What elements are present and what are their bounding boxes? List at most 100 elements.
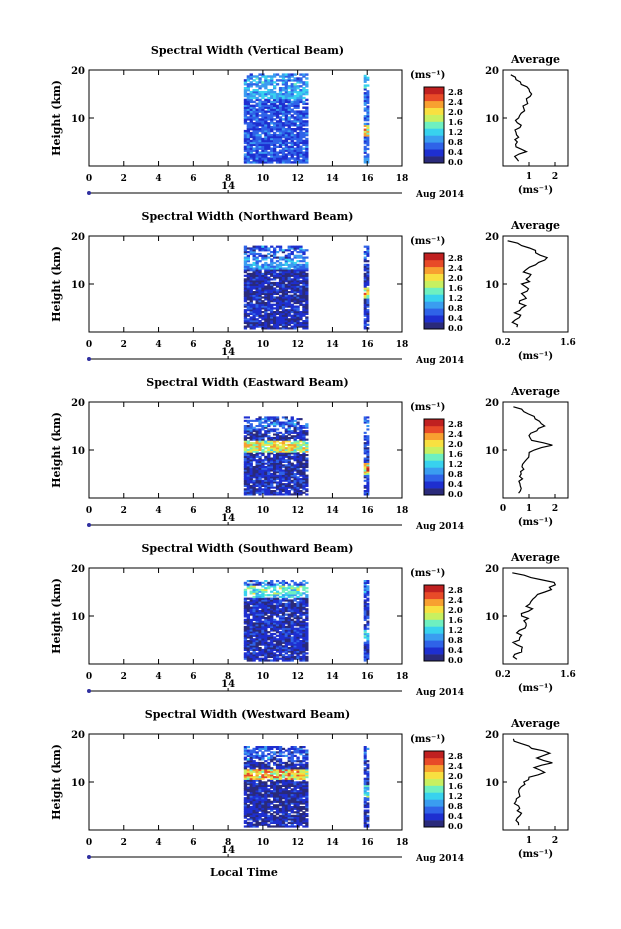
heatmap-cell bbox=[246, 657, 250, 660]
heatmap-cell bbox=[267, 423, 271, 426]
colorbar-swatch bbox=[424, 820, 444, 828]
heatmap-cell bbox=[284, 606, 288, 609]
heatmap-cell bbox=[243, 249, 248, 252]
heatmap-cell bbox=[267, 454, 271, 457]
heatmap-cell bbox=[255, 776, 259, 779]
heatmap-cell bbox=[296, 311, 300, 314]
heatmap-cell bbox=[275, 321, 280, 325]
heatmap-cell bbox=[284, 292, 288, 295]
heatmap-cell bbox=[264, 278, 268, 281]
heatmap-cell bbox=[290, 85, 294, 88]
heatmap-cell bbox=[255, 122, 259, 125]
heatmap-cell bbox=[363, 587, 367, 590]
heatmap-cell bbox=[261, 594, 265, 597]
heatmap-cell bbox=[284, 454, 288, 457]
heatmap-cell bbox=[363, 632, 367, 636]
heatmap-cell bbox=[275, 157, 280, 160]
heatmap-cell bbox=[258, 620, 262, 623]
heatmap-cell bbox=[302, 638, 306, 641]
heatmap-cell bbox=[252, 618, 256, 621]
avg-x-tick-label: 1 bbox=[526, 836, 532, 846]
heatmap-cell bbox=[267, 309, 271, 312]
heatmap-cell bbox=[258, 629, 262, 632]
heatmap-cell bbox=[296, 820, 300, 823]
heatmap-cell bbox=[273, 85, 277, 88]
heatmap-cell bbox=[299, 260, 303, 263]
heatmap-cell bbox=[273, 493, 277, 496]
heatmap-cell bbox=[275, 645, 280, 648]
heatmap-cell bbox=[305, 793, 309, 796]
heatmap-cell bbox=[290, 455, 294, 458]
heatmap-cell bbox=[287, 650, 291, 653]
heatmap-cell bbox=[249, 309, 253, 312]
heatmap-cell bbox=[264, 81, 268, 84]
heatmap-cell bbox=[243, 256, 248, 259]
heatmap-cell bbox=[246, 640, 250, 643]
heatmap-cell bbox=[249, 657, 253, 660]
heatmap-cell bbox=[278, 421, 283, 424]
heatmap-cell bbox=[275, 486, 280, 489]
colorbar-swatch bbox=[424, 439, 444, 447]
heatmap-cell bbox=[296, 254, 300, 257]
heatmap-cell bbox=[278, 622, 283, 625]
heatmap-cell bbox=[363, 95, 367, 99]
heatmap-cell bbox=[275, 267, 280, 270]
heatmap-cell bbox=[249, 274, 253, 277]
heatmap-cell bbox=[293, 327, 297, 330]
heatmap-cell bbox=[366, 252, 370, 256]
heatmap-cell bbox=[246, 783, 250, 786]
heatmap-cell bbox=[255, 116, 259, 119]
heatmap-cell bbox=[261, 292, 265, 295]
heatmap-cell bbox=[243, 804, 248, 807]
heatmap-cell bbox=[293, 301, 297, 305]
heatmap-cell bbox=[270, 760, 274, 763]
heatmap-cell bbox=[243, 137, 248, 141]
heatmap-cell bbox=[252, 320, 256, 323]
heatmap-cell bbox=[363, 314, 367, 317]
heatmap-cell bbox=[275, 106, 280, 109]
heatmap-cell bbox=[275, 245, 280, 248]
heatmap-cell bbox=[299, 89, 303, 92]
heatmap-cell bbox=[290, 816, 294, 819]
heatmap-cell bbox=[363, 278, 367, 281]
heatmap-cell bbox=[296, 777, 300, 780]
heatmap-cell bbox=[293, 652, 297, 655]
heatmap-cell bbox=[275, 772, 280, 775]
heatmap-cell bbox=[255, 625, 259, 629]
colorbar-tick-label: 0.8 bbox=[448, 802, 463, 812]
heatmap-cell bbox=[281, 258, 286, 261]
heatmap-cell bbox=[299, 122, 303, 125]
heatmap-cell bbox=[275, 281, 280, 285]
heatmap-cell bbox=[261, 426, 265, 429]
heatmap-cell bbox=[255, 816, 259, 819]
heatmap-cell bbox=[278, 320, 283, 323]
heatmap-cell bbox=[255, 629, 259, 632]
heatmap-cell bbox=[290, 659, 294, 662]
heatmap-cell bbox=[284, 774, 288, 777]
heatmap-cell bbox=[249, 783, 253, 786]
heatmap-cell bbox=[270, 327, 274, 330]
heatmap-cell bbox=[305, 763, 309, 766]
heatmap-cell bbox=[270, 157, 274, 160]
heatmap-cell bbox=[255, 287, 259, 290]
heatmap-cell bbox=[290, 599, 294, 602]
heatmap-cell bbox=[287, 592, 291, 595]
heatmap-cell bbox=[363, 580, 367, 583]
heatmap-cell bbox=[284, 491, 288, 494]
heatmap-cell bbox=[284, 783, 288, 786]
heatmap-cell bbox=[258, 636, 262, 639]
heatmap-cell bbox=[278, 763, 283, 766]
heatmap-cell bbox=[281, 450, 286, 453]
heatmap-cell bbox=[278, 442, 283, 445]
heatmap-cell bbox=[243, 597, 248, 600]
heatmap-cell bbox=[264, 122, 268, 125]
heatmap-cell bbox=[261, 265, 265, 268]
heatmap-cell bbox=[363, 147, 367, 151]
heatmap-cell bbox=[252, 481, 256, 484]
heatmap-cell bbox=[270, 110, 274, 113]
heatmap-cell bbox=[273, 604, 277, 607]
heatmap-cell bbox=[252, 139, 256, 143]
heatmap-cell bbox=[278, 143, 283, 146]
heatmap-cell bbox=[249, 809, 253, 812]
heatmap-cell bbox=[267, 135, 271, 139]
